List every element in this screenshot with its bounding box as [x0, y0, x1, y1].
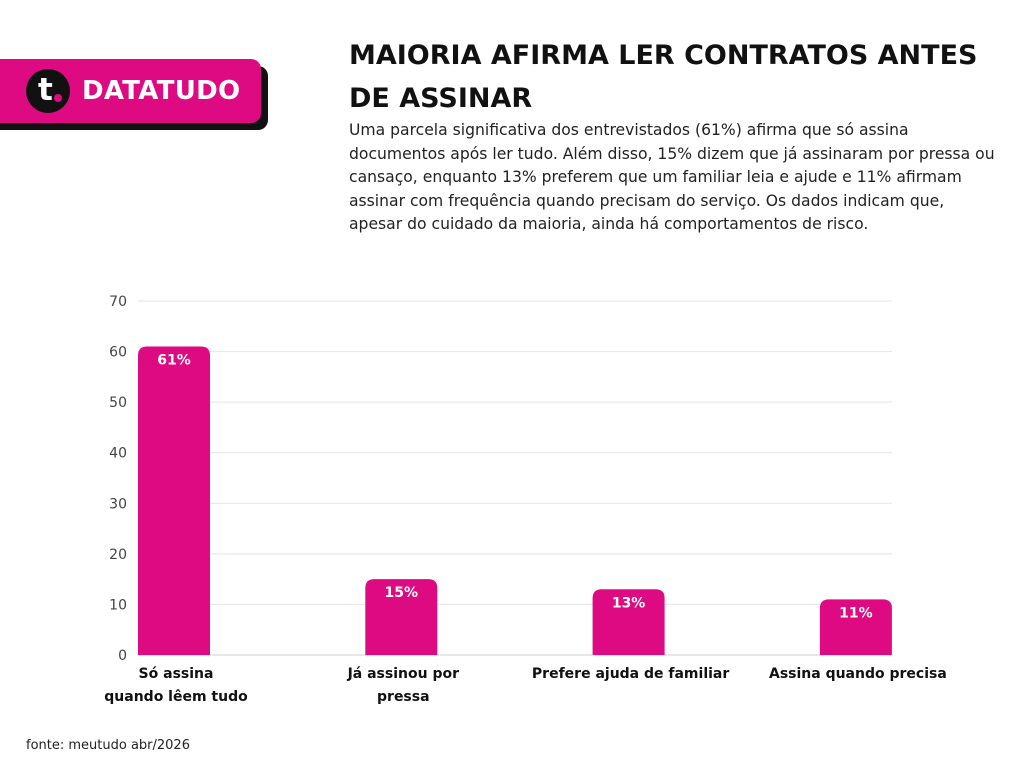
y-tick-label: 50 [109, 395, 127, 411]
y-tick-label: 70 [109, 294, 127, 310]
x-category-label: Só assina [139, 666, 214, 682]
bar-value-label: 15% [385, 585, 419, 601]
bar [592, 589, 665, 655]
y-tick-label: 10 [109, 597, 127, 613]
y-tick-label: 30 [109, 496, 127, 512]
x-category-label: quando lêem tudo [104, 689, 248, 705]
bar-chart: 0 10 20 30 40 50 60 70 61% Só assina quando lêem t… [104, 294, 947, 705]
bar-value-label: 61% [157, 353, 191, 369]
chart-title: MAIORIA AFIRMA LER CONTRATOS ANTES DE AS… [349, 40, 978, 114]
y-tick-label: 0 [118, 648, 127, 664]
y-tick-label: 40 [109, 446, 127, 462]
y-tick-label: 60 [109, 345, 127, 361]
logo-dot [54, 94, 62, 102]
bar [365, 579, 438, 655]
x-category-label: Já assinou por [347, 666, 460, 682]
x-category-label: Prefere ajuda de familiar [532, 666, 729, 682]
datatudo-logo-icon: t [26, 69, 70, 113]
source-note: fonte: meutudo abr/2026 [26, 738, 190, 753]
bar-value-label: 11% [839, 605, 873, 621]
brand-name: DATATUDO [82, 76, 241, 106]
logo-letter: t [38, 72, 53, 108]
bar [138, 346, 210, 655]
bar [819, 599, 892, 655]
x-category-label: pressa [377, 689, 430, 705]
y-tick-label: 20 [109, 547, 127, 563]
brand-badge: t DATATUDO [0, 59, 261, 123]
chart-description: Uma parcela significativa dos entrevista… [349, 121, 995, 234]
x-category-label: Assina quando precisa [769, 666, 947, 682]
bar-value-label: 13% [612, 595, 646, 611]
